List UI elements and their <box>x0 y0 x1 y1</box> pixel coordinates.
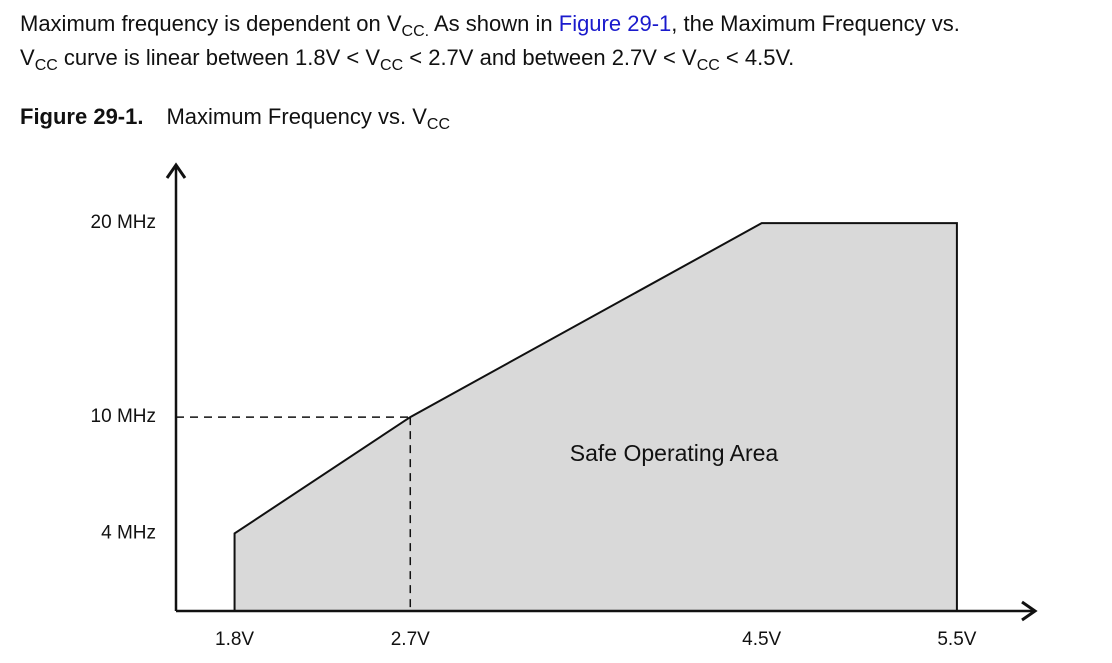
text: < 2.7V and between 2.7V < V <box>403 45 697 70</box>
figure-caption: Figure 29-1. Maximum Frequency vs. VCC <box>20 104 450 133</box>
y-tick-label: 20 MHz <box>91 212 156 233</box>
text: curve is linear between 1.8V < V <box>57 45 381 70</box>
figure-title: Maximum Frequency vs. V <box>166 104 427 129</box>
subscript: CC <box>696 57 720 74</box>
text: Maximum frequency is dependent on V <box>20 11 402 36</box>
text: < 4.5V. <box>719 45 795 70</box>
text: , the Maximum Frequency vs. <box>671 11 960 36</box>
safe-area <box>233 222 958 612</box>
x-tick-label: 1.8V <box>215 629 254 650</box>
subscript: CC. <box>401 23 430 40</box>
annotation: Safe Operating Area <box>570 440 779 466</box>
subscript: CC <box>380 57 404 74</box>
x-axis-arrow <box>1021 600 1038 622</box>
paragraph: Maximum frequency is dependent on VCC. A… <box>20 7 960 75</box>
x-tick-label: 2.7V <box>391 629 430 650</box>
y-axis-arrow <box>165 162 187 179</box>
subscript: CC <box>426 116 450 133</box>
y-tick-label: 4 MHz <box>101 522 156 543</box>
y-tick-label: 10 MHz <box>91 406 156 427</box>
x-tick-label: 5.5V <box>937 629 976 650</box>
figure-label: Figure 29-1. <box>20 104 144 129</box>
text: V <box>20 45 35 70</box>
subscript: CC <box>34 57 58 74</box>
figure-link[interactable]: Figure 29-1 <box>558 11 672 36</box>
x-tick-label: 4.5V <box>742 629 781 650</box>
text: As shown in <box>429 11 559 36</box>
